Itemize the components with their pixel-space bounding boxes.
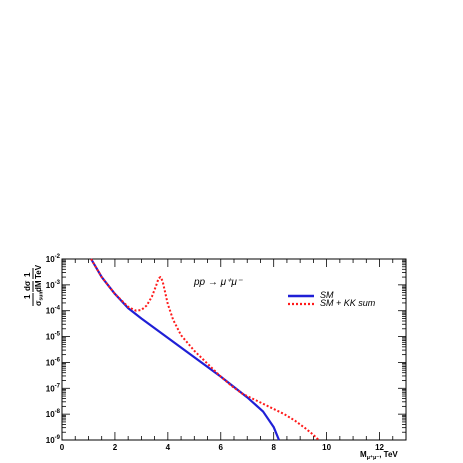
legend-label-kk: SM + KK sum — [320, 298, 376, 308]
legend: SM SM + KK sum — [288, 290, 376, 308]
x-axis-label: Mμ⁺μ⁻, TeV — [360, 450, 398, 461]
svg-text:1: 1 — [23, 294, 32, 299]
svg-text:TeV: TeV — [34, 264, 43, 279]
svg-text:dσ: dσ — [23, 280, 32, 291]
process-annotation: pp → μ⁺μ⁻ — [193, 277, 243, 288]
y-tick-label: 10-6 — [46, 357, 61, 367]
y-tick-label: 10-5 — [46, 332, 61, 342]
tick-labels: 0 2 4 6 8 10 12 10-9 10-8 10-7 10-6 10-5 10-4 10-3 10-… — [46, 254, 385, 452]
y-tick-label: 10-3 — [46, 280, 61, 290]
x-tick-label: 4 — [166, 443, 171, 452]
x-tick-label: 8 — [271, 443, 276, 452]
x-tick-label: 10 — [322, 443, 331, 452]
svg-text:dM: dM — [34, 280, 43, 292]
y-tick-label: 10-8 — [46, 409, 61, 419]
series-lines — [90, 258, 320, 441]
svg-text:σsum: σsum — [34, 290, 45, 306]
y-tick-label: 10-7 — [46, 383, 61, 393]
series-line-sm-kk-sum — [90, 258, 320, 441]
series-line-sm — [90, 258, 280, 441]
y-tick-label: 10-4 — [46, 306, 61, 316]
x-tick-label: 6 — [219, 443, 224, 452]
legend-label-sm: SM — [320, 290, 334, 300]
y-axis-label: 1 dσ 1 σsum dM TeV — [23, 264, 45, 306]
y-tick-label: 10-9 — [46, 435, 61, 445]
x-tick-label: 2 — [113, 443, 118, 452]
x-tick-label: 0 — [60, 443, 65, 452]
tick-marks — [61, 259, 407, 441]
svg-text:1: 1 — [23, 272, 32, 277]
x-tick-label: 12 — [375, 443, 384, 452]
y-tick-label: 10-2 — [46, 254, 61, 264]
